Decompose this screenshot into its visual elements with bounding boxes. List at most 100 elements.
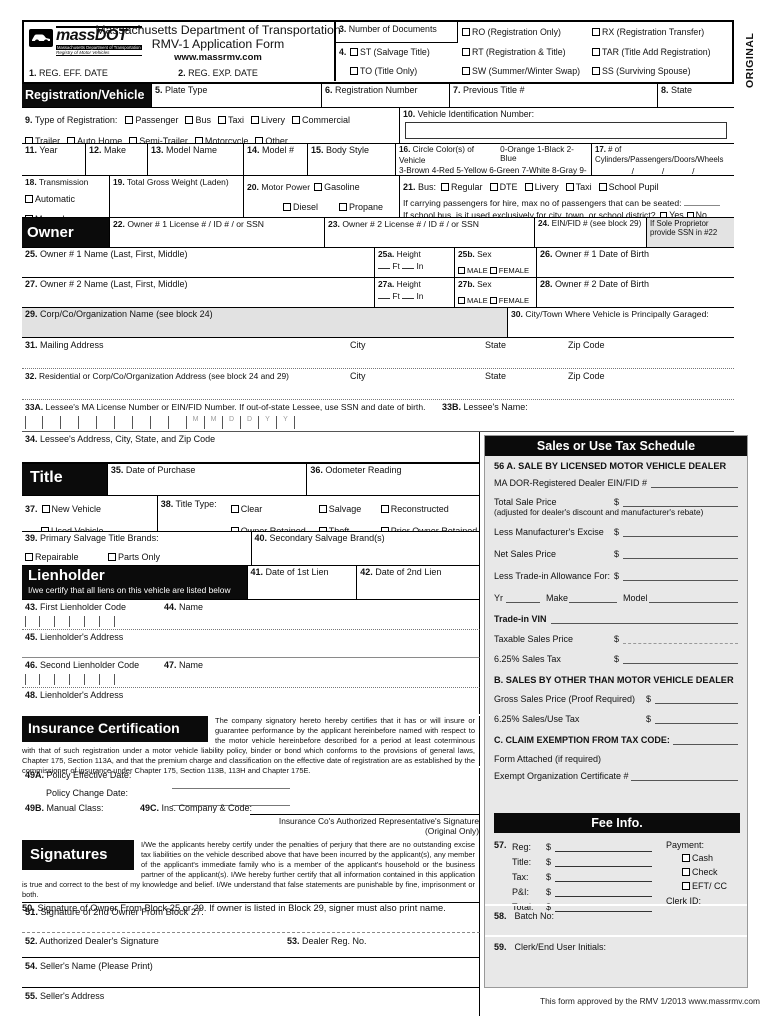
checkbox-theft[interactable]: Theft <box>318 526 349 531</box>
field-13-model-name[interactable]: 13. Model Name <box>148 144 244 175</box>
field-16-circle-colors[interactable]: 16. Circle Color(s) of Vehicle 0-Orange 1… <box>396 144 592 175</box>
second-lienholder-code-boxes[interactable] <box>25 674 115 685</box>
checkbox-repairable[interactable]: Repairable <box>25 552 101 562</box>
vin-input-box[interactable] <box>405 122 727 140</box>
height-ft-blank[interactable] <box>378 260 390 269</box>
checkbox-rt-registration-title[interactable]: RT (Registration & Title) <box>462 47 566 57</box>
checkbox-bus-regular[interactable]: Regular <box>441 182 483 192</box>
height-ft-blank[interactable] <box>378 290 390 299</box>
field-11-year[interactable]: 11. Year <box>22 144 86 175</box>
field-33b-label[interactable]: 33B. Lessee's Name: <box>442 402 528 412</box>
field-25a-height[interactable]: 25a. Height Ft In <box>375 248 455 277</box>
tradein-model-blank[interactable] <box>648 594 738 603</box>
checkbox-school-bus-no[interactable]: No <box>686 210 707 217</box>
total-sale-blank[interactable] <box>623 498 738 507</box>
field-27-owner2-name[interactable]: 27. Owner # 2 Name (Last, First, Middle) <box>22 278 375 307</box>
fee-tax-blank[interactable] <box>555 873 652 882</box>
char-box[interactable] <box>40 674 55 685</box>
char-box[interactable] <box>133 416 151 429</box>
row-second-lienholder-address[interactable]: 48. Lienholder's Address <box>22 688 480 714</box>
field-2-reg-exp-date[interactable]: 2. REG. EXP. DATE <box>178 68 258 79</box>
height-in-blank[interactable] <box>402 260 415 269</box>
field-42-date-second-lien[interactable]: 42. Date of 2nd Lien <box>357 566 479 599</box>
field-35-date-of-purchase[interactable]: 35. Date of Purchase <box>108 464 308 495</box>
row-form-attached[interactable]: Form Attached (if required) <box>494 754 738 764</box>
exemption-code-blank[interactable] <box>672 736 738 745</box>
checkbox-owner-retained[interactable]: Owner Retained <box>230 526 306 531</box>
row-58-batch[interactable]: 58. Batch No: <box>485 904 747 935</box>
checkbox-gasoline[interactable]: Gasoline <box>314 182 360 192</box>
policy-effective-date-blank[interactable] <box>172 780 290 789</box>
checkbox-owner2-female[interactable]: FEMALE <box>489 296 529 305</box>
checkbox-trailer[interactable]: Trailer <box>25 136 60 143</box>
field-3-number-of-documents[interactable]: 3. Number of Documents <box>336 22 458 43</box>
fee-reg-blank[interactable] <box>555 843 652 852</box>
field-7-previous-title[interactable]: 7. Previous Title # <box>450 84 658 107</box>
checkbox-ro-registration-only[interactable]: RO (Registration Only) <box>462 27 561 37</box>
field-52-label[interactable]: 52. Authorized Dealer's Signature <box>25 936 159 946</box>
char-box[interactable] <box>100 674 115 685</box>
checkbox-owner2-male[interactable]: MALE <box>458 296 488 305</box>
char-box-year[interactable]: Y <box>259 416 277 429</box>
use-tax-blank[interactable] <box>655 715 738 724</box>
policy-change-date-blank[interactable] <box>172 797 290 806</box>
checkbox-automatic[interactable]: Automatic <box>25 194 75 204</box>
char-box[interactable] <box>43 416 61 429</box>
char-box-month[interactable]: M <box>205 416 223 429</box>
char-box[interactable] <box>100 616 115 627</box>
checkbox-parts-only[interactable]: Parts Only <box>108 552 160 562</box>
checkbox-payment-check[interactable]: Check <box>682 867 718 877</box>
checkbox-tar-title-add-registration[interactable]: TAR (Title Add Registration) <box>592 47 711 57</box>
row-second-owner-signature[interactable]: 51. Signature of 2nd Owner From Block 27… <box>22 903 480 933</box>
char-box[interactable] <box>85 616 100 627</box>
checkbox-taxi[interactable]: Taxi <box>217 115 244 125</box>
tradein-vin-blank[interactable] <box>550 615 738 624</box>
field-47-label[interactable]: 47. Name <box>164 660 204 670</box>
field-50-owner-signature[interactable]: 50. Signature of Owner From Block 25 or … <box>22 902 446 913</box>
field-30-garaged-city[interactable]: 30. City/Town Where Vehicle is Principal… <box>508 308 734 337</box>
checkbox-st-salvage-title[interactable]: ST (Salvage Title) <box>350 47 430 57</box>
checkbox-clear[interactable]: Clear <box>230 504 262 514</box>
char-box[interactable] <box>70 674 85 685</box>
field-15-body-style[interactable]: 15. Body Style <box>308 144 396 175</box>
field-17-cylinders-passengers-doors-wheels[interactable]: 17. # of Cylinders/Passengers/Doors/Whee… <box>592 144 734 175</box>
row-mailing-address[interactable]: 31. Mailing Address City State Zip Code <box>22 338 734 369</box>
checkbox-bus-livery[interactable]: Livery <box>524 182 559 192</box>
row-residential-address[interactable]: 32. Residential or Corp/Co/Organization … <box>22 369 734 400</box>
clerk-id-label[interactable]: Clerk ID: <box>666 896 702 906</box>
checkbox-bus[interactable]: Bus <box>185 115 211 125</box>
fee-title-blank[interactable] <box>555 858 652 867</box>
checkbox-school-bus-yes[interactable]: Yes <box>660 210 684 217</box>
field-28-owner2-dob[interactable]: 28. Owner # 2 Date of Birth <box>537 278 734 307</box>
field-1-reg-eff-date[interactable]: 1. REG. EFF. DATE <box>29 68 108 78</box>
checkbox-used-vehicle[interactable]: Used Vehicle <box>41 526 104 531</box>
field-36-odometer[interactable]: 36. Odometer Reading <box>307 464 479 495</box>
checkbox-livery[interactable]: Livery <box>250 115 285 125</box>
field-27a-height[interactable]: 27a. Height Ft In <box>375 278 455 307</box>
char-box[interactable] <box>115 416 133 429</box>
field-19-gross-weight[interactable]: 19. Total Gross Weight (Laden) <box>110 176 244 217</box>
first-lienholder-code-boxes[interactable] <box>25 616 115 627</box>
row-seller-address[interactable]: 55. Seller's Address <box>22 988 480 1016</box>
checkbox-owner1-male[interactable]: MALE <box>458 266 488 275</box>
row-59-clerk-initials[interactable]: 59. Clerk/End User Initials: <box>485 935 747 987</box>
checkbox-ss-surviving-spouse[interactable]: SS (Surviving Spouse) <box>592 66 691 76</box>
checkbox-bus-school-pupil[interactable]: School Pupil <box>598 182 659 192</box>
checkbox-salvage[interactable]: Salvage <box>318 504 361 514</box>
checkbox-prior-owner-retained[interactable]: Prior Owner Retained <box>380 526 477 531</box>
fee-pi-blank[interactable] <box>555 888 652 897</box>
gross-sales-blank[interactable] <box>655 695 738 704</box>
sales-tax-blank[interactable] <box>623 655 738 664</box>
checkbox-bus-dte[interactable]: DTE <box>489 182 518 192</box>
field-40-secondary-salvage[interactable]: 40. Secondary Salvage Brand(s) <box>252 532 480 565</box>
field-22-owner1-license[interactable]: 22. Owner # 1 License # / ID # / or SSN <box>110 218 325 247</box>
checkbox-manual[interactable]: Manual <box>25 214 65 217</box>
field-5-plate-type[interactable]: 5. Plate Type <box>152 84 322 107</box>
char-box[interactable] <box>70 616 85 627</box>
taxable-blank[interactable] <box>623 635 738 644</box>
other-type-blank[interactable] <box>295 135 357 143</box>
char-box-month[interactable]: M <box>187 416 205 429</box>
insurance-signature-line[interactable]: Insurance Co's Authorized Representative… <box>250 814 479 836</box>
checkbox-payment-cash[interactable]: Cash <box>682 853 713 863</box>
row-lessee-address[interactable]: 34. Lessee's Address, City, State, and Z… <box>22 432 480 464</box>
